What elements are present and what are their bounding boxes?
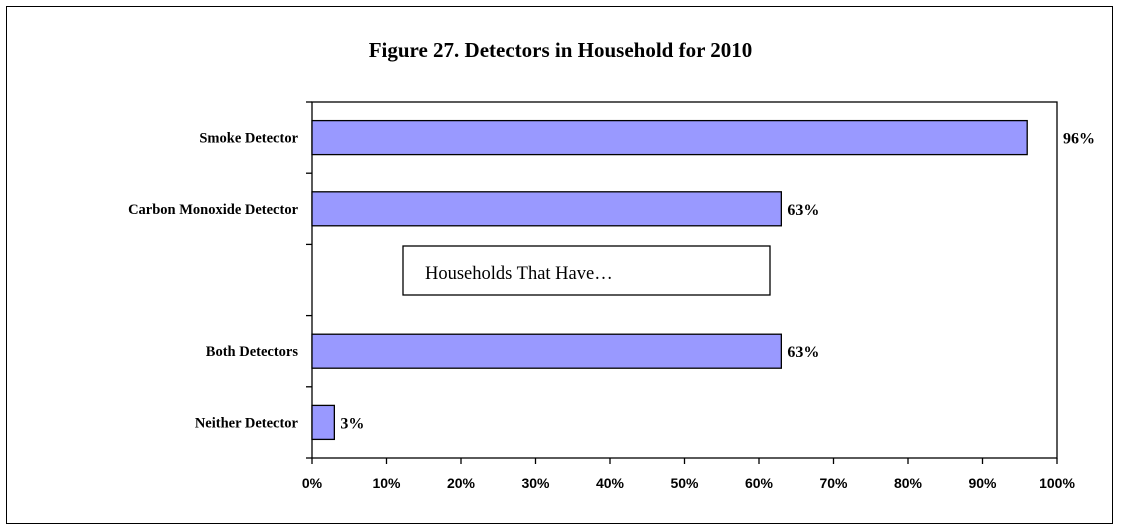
x-tick-label: 0% xyxy=(302,475,323,491)
annotation-box xyxy=(402,245,771,296)
category-label: Both Detectors xyxy=(206,344,299,360)
x-axis-ticks: 0% 10% 20% 30% 40% 50% 60% 70% 80% 90% 100% xyxy=(302,458,1075,491)
x-tick-label: 70% xyxy=(819,475,848,491)
value-labels: 96% 63% 63% 3% xyxy=(340,131,1095,433)
x-tick-label: 20% xyxy=(447,475,476,491)
category-label: Smoke Detector xyxy=(199,131,298,147)
bar xyxy=(311,191,783,227)
value-label: 63% xyxy=(787,202,819,219)
x-tick-label: 100% xyxy=(1039,475,1075,491)
x-tick-label: 80% xyxy=(894,475,923,491)
category-label: Carbon Monoxide Detector xyxy=(128,202,299,218)
value-label: 3% xyxy=(340,415,364,432)
bar xyxy=(311,404,336,441)
bar xyxy=(311,333,783,369)
x-tick-label: 40% xyxy=(596,475,625,491)
x-tick-label: 10% xyxy=(372,475,401,491)
x-tick-label: 50% xyxy=(670,475,699,491)
chart-frame xyxy=(6,6,1113,524)
annotation-text: Households That Have… xyxy=(425,264,613,284)
x-tick-label: 60% xyxy=(745,475,774,491)
x-tick-label: 30% xyxy=(521,475,550,491)
value-label: 96% xyxy=(1063,131,1095,148)
category-labels: Smoke Detector Carbon Monoxide Detector Bo… xyxy=(128,131,299,432)
category-label: Neither Detector xyxy=(195,415,299,431)
annotation: Households That Have… xyxy=(402,245,771,296)
chart-title: Figure 27. Detectors in Household for 20… xyxy=(368,38,753,62)
x-tick-label: 90% xyxy=(968,475,997,491)
value-label: 63% xyxy=(787,344,819,361)
bar xyxy=(311,119,1028,156)
bars xyxy=(311,119,1028,441)
